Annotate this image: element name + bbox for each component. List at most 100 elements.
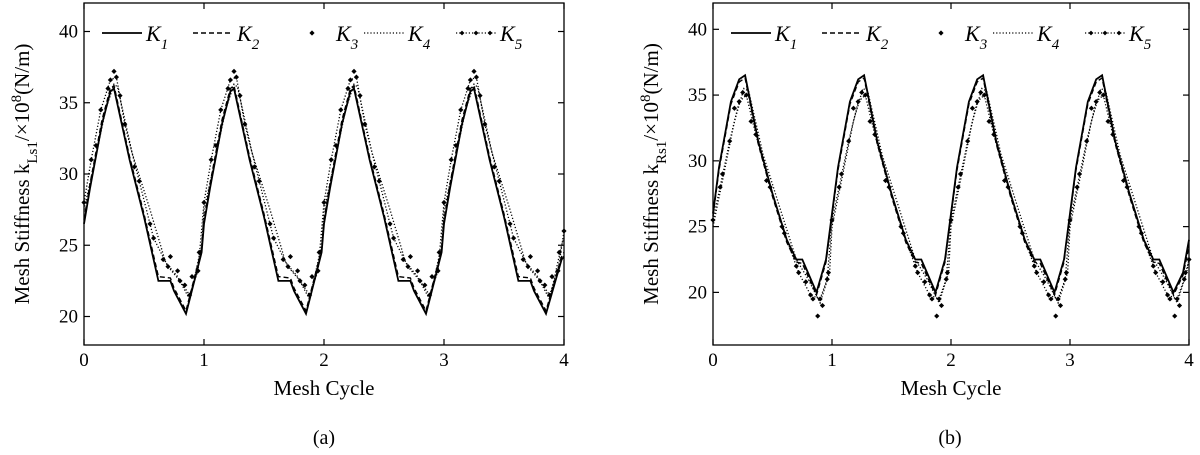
legend-item-k2: K2	[193, 21, 260, 53]
data-point-k5	[448, 157, 454, 163]
data-point-k3	[167, 254, 173, 260]
data-point-k3	[471, 68, 477, 74]
data-point-k5	[1034, 270, 1040, 276]
legend-marker	[487, 30, 493, 36]
caption-b: (b)	[938, 427, 961, 449]
data-point-k5	[1124, 184, 1130, 190]
data-point-k5	[98, 107, 104, 113]
data-point-k5	[195, 268, 201, 274]
data-point-k3	[302, 282, 308, 288]
data-point-k5	[829, 217, 835, 223]
data-point-k3	[838, 171, 845, 177]
data-point-k5	[376, 178, 382, 184]
data-point-k5	[113, 74, 119, 80]
data-point-k5	[900, 230, 906, 236]
data-point-k5	[991, 131, 997, 138]
data-point-k5	[943, 276, 949, 282]
series-line-k4	[83, 83, 565, 302]
data-point-k5	[926, 292, 933, 298]
data-point-k5	[227, 77, 233, 83]
x-tick-label: 0	[708, 350, 718, 371]
data-point-k5	[136, 178, 142, 184]
data-point-k5	[151, 235, 157, 241]
series-k2	[83, 84, 565, 313]
data-point-k5	[256, 178, 262, 184]
data-point-k3	[1053, 313, 1059, 319]
data-point-k5	[362, 121, 368, 127]
legend-label: K5	[1128, 21, 1152, 53]
data-point-k5	[537, 278, 543, 284]
data-point-k5	[1067, 217, 1073, 223]
data-point-k5	[717, 184, 723, 190]
legend-item-k5: K5	[456, 21, 523, 53]
data-point-k5	[824, 276, 830, 282]
legend-item-k3: K3	[309, 21, 358, 53]
data-point-k3	[867, 118, 873, 124]
data-point-k3	[147, 221, 153, 227]
data-point-k3	[740, 89, 746, 96]
data-point-k3	[912, 263, 918, 269]
data-point-k3	[938, 302, 945, 309]
data-point-k3	[1088, 105, 1095, 111]
data-point-k5	[511, 235, 517, 241]
series-line-k2	[712, 76, 1190, 298]
legend: K1 K2 K3 K4 K5	[731, 21, 1152, 53]
data-point-k3	[491, 164, 497, 170]
data-point-k5	[948, 217, 954, 223]
data-point-k3	[825, 270, 832, 276]
data-point-k5	[1153, 270, 1159, 276]
data-point-k3	[1167, 296, 1173, 302]
data-point-k3	[189, 274, 195, 280]
data-point-k5	[405, 264, 411, 270]
data-point-k5	[427, 292, 433, 298]
caption-a: (a)	[313, 427, 335, 449]
plot-frame	[712, 2, 1190, 346]
plot-frame	[83, 2, 565, 346]
data-point-k5	[242, 121, 248, 127]
data-point-k3	[351, 68, 357, 74]
data-point-k5	[285, 264, 291, 270]
legend-marker	[1088, 30, 1094, 36]
y-axis-label: Mesh Stiffness kRs1/×108(N/m)	[638, 43, 670, 305]
data-point-k5	[233, 74, 239, 80]
data-point-k3	[815, 313, 821, 319]
x-axis-label: Mesh Cycle	[274, 376, 375, 400]
x-tick-label: 1	[199, 350, 209, 371]
data-point-k3	[535, 268, 541, 274]
x-tick-label: 3	[439, 350, 449, 371]
data-point-k5	[208, 157, 214, 163]
data-point-k3	[182, 282, 188, 288]
data-point-k5	[177, 278, 183, 284]
legend-marker	[473, 30, 479, 36]
data-point-k3	[131, 164, 137, 170]
data-point-k3	[105, 85, 111, 92]
data-point-k5	[122, 121, 128, 127]
data-point-k5	[107, 77, 113, 83]
data-point-k5	[1055, 296, 1061, 302]
data-point-k5	[1019, 230, 1025, 236]
data-point-k5	[872, 131, 878, 138]
data-point-k3	[196, 249, 202, 255]
data-point-k3	[763, 177, 770, 184]
data-point-k3	[803, 279, 809, 285]
legend-marker	[1116, 30, 1122, 36]
x-tick-label: 1	[827, 350, 837, 371]
data-point-k3	[819, 302, 826, 309]
data-point-k3	[371, 164, 377, 170]
data-point-k3	[237, 93, 243, 99]
legend-label: K2	[865, 21, 889, 53]
series-k4	[83, 83, 565, 302]
data-point-k5	[817, 296, 823, 302]
data-point-k3	[527, 254, 533, 260]
series-line-k4	[712, 87, 1190, 305]
legend-label: K1	[145, 21, 168, 53]
legend-label: K4	[407, 21, 431, 53]
data-point-k3	[1063, 270, 1070, 276]
data-point-k5	[561, 228, 567, 234]
data-point-k5	[1164, 292, 1171, 298]
data-point-k5	[328, 157, 334, 163]
data-point-k3	[1136, 224, 1142, 230]
legend-marker	[459, 30, 465, 36]
data-point-k3	[549, 274, 555, 280]
